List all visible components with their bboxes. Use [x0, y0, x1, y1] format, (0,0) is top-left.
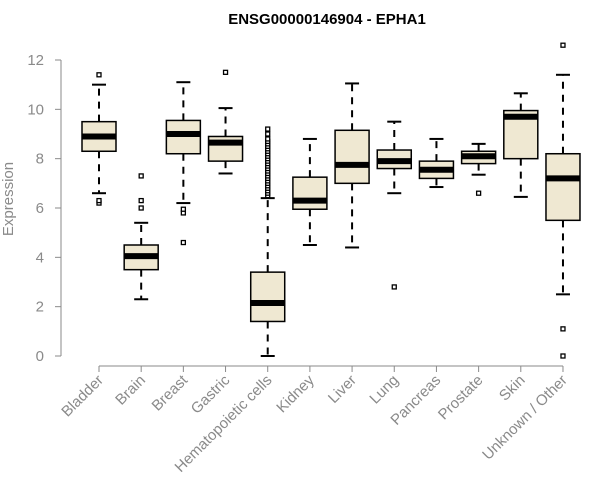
outlier-point [265, 136, 271, 142]
outlier-point [138, 173, 144, 179]
y-tick-label: 2 [36, 299, 44, 316]
x-tick-label: Kidney [273, 371, 318, 416]
x-tick-label: Breast [149, 371, 192, 414]
outlier-point [180, 206, 187, 212]
y-axis: 0 2 4 6 8 10 12 [27, 52, 62, 365]
outlier-point [222, 69, 229, 75]
outlier-point [265, 126, 271, 132]
box-1 [123, 173, 159, 301]
box-9 [460, 142, 497, 196]
y-tick-label: 12 [27, 52, 44, 69]
box-8 [418, 137, 455, 189]
y-tick-label: 10 [27, 101, 44, 118]
box-4 [249, 126, 286, 357]
box-7 [376, 120, 413, 290]
chart-title: ENSG00000146904 - EPHA1 [228, 11, 426, 28]
box-3 [207, 69, 244, 175]
box-iqr [334, 129, 370, 185]
box-2 [165, 81, 202, 246]
box-5 [292, 137, 328, 246]
outlier-point [265, 131, 271, 137]
outlier-point [475, 190, 482, 196]
outlier-point [560, 326, 566, 332]
outlier-point [180, 239, 187, 246]
x-tick-label: Prostate [435, 372, 487, 424]
y-tick-label: 4 [36, 249, 44, 266]
x-tick-label: Brain [112, 372, 149, 409]
box-iqr [165, 119, 202, 155]
outlier-point [138, 197, 144, 204]
y-tick-label: 6 [36, 200, 44, 217]
x-tick-label: Bladder [58, 372, 107, 421]
x-tick-label: Lung [366, 372, 402, 408]
outlier-point [138, 205, 144, 211]
y-axis-label: Expression [0, 162, 17, 236]
x-tick-label: Liver [325, 372, 360, 407]
box-iqr [249, 271, 286, 323]
boxes-group [81, 42, 581, 359]
box-iqr [292, 176, 328, 210]
outlier-point [391, 284, 397, 290]
box-10 [503, 92, 539, 198]
x-tick-label: Skin [496, 372, 529, 405]
box-6 [334, 82, 370, 249]
box-11 [545, 42, 581, 359]
y-tick-label: 0 [36, 348, 44, 365]
outlier-point [96, 72, 102, 78]
box-iqr [545, 152, 581, 222]
box-0 [81, 72, 117, 206]
outlier-point [560, 353, 566, 359]
outlier-point [560, 42, 566, 48]
y-tick-label: 8 [36, 151, 44, 168]
outlier-point [96, 197, 102, 204]
